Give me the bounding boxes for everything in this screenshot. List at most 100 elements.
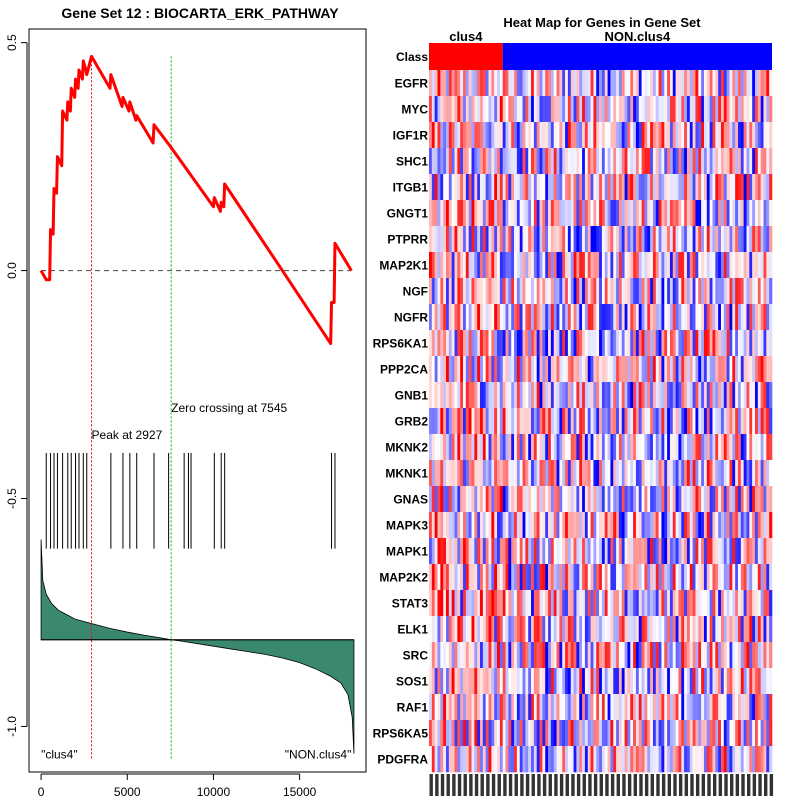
heatmap-cell [545, 434, 549, 461]
heatmap-cell [516, 538, 521, 565]
heatmap-cell [474, 382, 478, 409]
heatmap-cell [737, 590, 742, 617]
heatmap-cell [655, 746, 659, 773]
heatmap-cell [579, 538, 583, 565]
heatmap-cell [474, 668, 478, 695]
heatmap-cell [584, 512, 589, 539]
heatmap-cell [477, 642, 481, 669]
heatmap-cell [720, 564, 725, 591]
heatmap-cell [531, 746, 535, 773]
heatmap-cell [669, 590, 674, 617]
heatmap-cell [446, 564, 450, 591]
heatmap-cell [559, 512, 563, 539]
heatmap-cell [539, 616, 543, 643]
heatmap-cell [471, 642, 475, 669]
heatmap-cell [576, 122, 580, 149]
heatmap-cell [740, 148, 744, 175]
heatmap-cell [604, 642, 608, 669]
heatmap-cell [732, 408, 736, 435]
heatmap-cell [607, 278, 611, 305]
heatmap-cell [567, 746, 572, 773]
heatmap-cell [757, 70, 761, 97]
heatmap-cell [565, 616, 569, 643]
heatmap-cell [556, 252, 560, 279]
heatmap-cell [624, 694, 628, 721]
heatmap-cell [715, 538, 719, 565]
heatmap-cell [610, 408, 614, 435]
heatmap-cell [769, 304, 773, 331]
heatmap-cell [684, 70, 688, 97]
heatmap-column-label [503, 774, 507, 796]
heatmap-cell [465, 408, 469, 435]
heatmap-cell [667, 148, 671, 175]
heatmap-column-label [588, 774, 592, 796]
heatmap-cell [607, 356, 611, 383]
heatmap-cell [567, 694, 572, 721]
heatmap-cell [468, 538, 472, 565]
heatmap-cell [448, 616, 452, 643]
heatmap-cell [528, 330, 532, 357]
heatmap-column-label [735, 774, 740, 796]
heatmap-cell [531, 70, 535, 97]
heatmap-cell [499, 590, 503, 617]
heatmap-cell [587, 278, 591, 305]
heatmap-cell [735, 590, 739, 617]
heatmap-cell [451, 538, 455, 565]
heatmap-cell [661, 122, 665, 149]
heatmap-cell [460, 486, 464, 513]
heatmap-cell [618, 70, 623, 97]
heatmap-cell [650, 642, 654, 669]
heatmap-cell [593, 616, 597, 643]
heatmap-cell [556, 278, 560, 305]
heatmap-cell [621, 538, 625, 565]
heatmap-cell [647, 720, 651, 747]
heatmap-cell [579, 512, 583, 539]
heatmap-cell [485, 538, 489, 565]
heatmap-cell [757, 382, 761, 409]
heatmap-cell [539, 720, 543, 747]
heatmap-column-label [764, 774, 768, 796]
heatmap-cell [769, 668, 773, 695]
heatmap-cell [763, 330, 767, 357]
heatmap-cell [698, 486, 702, 513]
heatmap-cell [488, 304, 492, 331]
heatmap-cell [718, 96, 722, 123]
heatmap-cell [740, 668, 744, 695]
heatmap-cell [576, 434, 580, 461]
heatmap-cell [638, 434, 642, 461]
heatmap-cell [613, 304, 617, 331]
heatmap-cell [706, 746, 710, 773]
heatmap-cell [749, 70, 753, 97]
heatmap-cell [599, 746, 603, 773]
heatmap-cell [565, 122, 569, 149]
heatmap-cell [638, 720, 642, 747]
heatmap-cell [624, 304, 628, 331]
heatmap-cell [579, 590, 583, 617]
heatmap-cell [703, 96, 708, 123]
heatmap-cell [434, 694, 438, 721]
heatmap-cell [624, 226, 628, 253]
heatmap-cell [743, 746, 747, 773]
heatmap-cell [607, 70, 611, 97]
heatmap-cell [488, 96, 492, 123]
heatmap-cell [695, 564, 699, 591]
heatmap-cell [516, 694, 521, 721]
heatmap-cell [638, 590, 642, 617]
enrichment-layer [39, 54, 355, 759]
heatmap-cell [618, 668, 623, 695]
heatmap-cell [627, 70, 631, 97]
heatmap-cell [618, 486, 623, 513]
heatmap-cell [480, 486, 484, 513]
heatmap-cell [618, 538, 623, 565]
heatmap-cell [743, 148, 747, 175]
heatmap-cell [757, 512, 761, 539]
heatmap-cell [468, 746, 472, 773]
heatmap-cell [565, 408, 569, 435]
heatmap-cell [562, 460, 566, 487]
heatmap-cell [664, 96, 668, 123]
heatmap-cell [686, 486, 691, 513]
heatmap-cell [757, 226, 761, 253]
heatmap-cell [485, 252, 489, 279]
x-tick-label: 5000 [114, 785, 141, 799]
heatmap-cell [593, 330, 597, 357]
